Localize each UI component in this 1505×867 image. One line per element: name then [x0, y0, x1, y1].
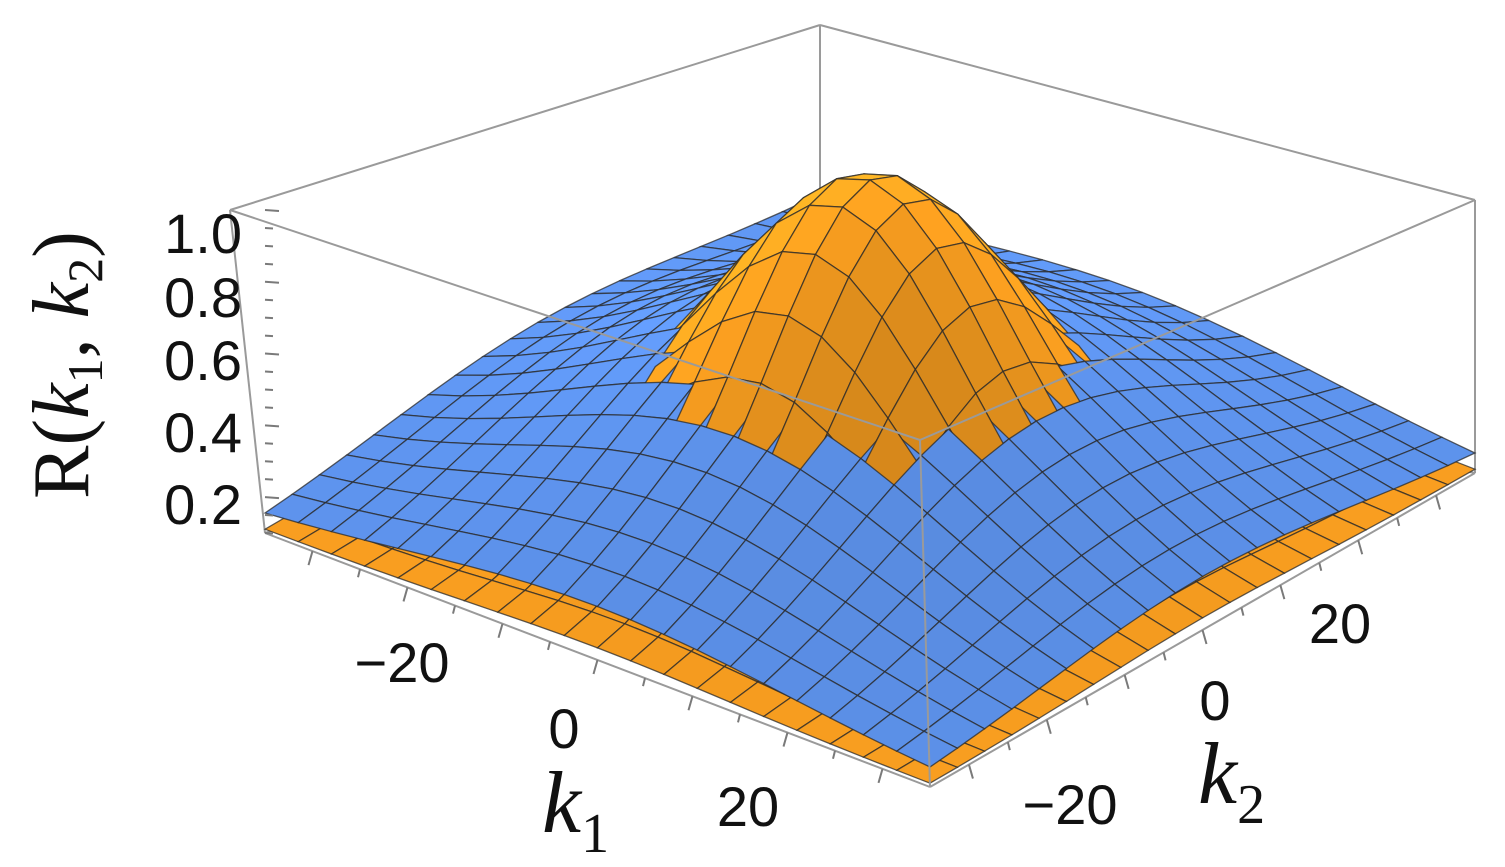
z-tick — [264, 316, 274, 320]
z-tick — [264, 388, 274, 391]
x-tick — [452, 605, 456, 614]
z-tick-label: 0.6 — [164, 329, 242, 392]
x-tick-label: 20 — [717, 775, 779, 838]
z-tick — [264, 424, 280, 428]
z-tick — [264, 334, 274, 338]
z-tick-labels: 0.2 0.4 0.6 0.8 1.0 — [164, 202, 242, 536]
x-tick — [832, 750, 836, 759]
z-tick — [264, 460, 274, 463]
z-tick — [264, 370, 274, 373]
z-tick — [264, 280, 280, 284]
y-tick — [1123, 674, 1130, 690]
z-tick — [264, 406, 274, 409]
x-tick — [497, 623, 504, 638]
x-tick-label: 0 — [548, 697, 579, 760]
z-tick — [264, 532, 274, 535]
y-tick — [1201, 629, 1208, 645]
z-tick — [264, 298, 274, 302]
y-tick-labels: −20 0 20 — [1023, 592, 1372, 836]
x-tick — [687, 696, 694, 711]
y-tick — [967, 764, 974, 779]
z-tick — [264, 442, 274, 445]
z-tick-label: 0.8 — [164, 266, 242, 329]
z-tick — [264, 478, 274, 481]
z-tick — [264, 496, 280, 500]
x-tick — [547, 641, 551, 651]
x-axis-label: k1 — [542, 755, 609, 865]
x-tick — [357, 569, 361, 578]
x-tick — [737, 714, 741, 723]
y-tick — [1045, 719, 1052, 734]
z-axis-label: R(k1, k2) — [18, 231, 113, 499]
x-tick — [592, 659, 599, 675]
z-tick — [264, 209, 280, 212]
y-tick — [1279, 584, 1286, 600]
z-tick-label: 1.0 — [164, 202, 242, 265]
surface-mesh — [263, 173, 1477, 784]
x-tick — [782, 732, 789, 747]
box-edge — [229, 209, 921, 441]
y-tick-label: −20 — [1023, 773, 1118, 836]
y-tick — [1006, 741, 1011, 751]
x-tick — [642, 677, 646, 687]
z-tick — [264, 352, 280, 356]
y-tick — [1240, 607, 1245, 616]
y-tick — [1162, 652, 1167, 661]
box-edge — [919, 199, 1476, 441]
y-axis-label: k2 — [1198, 726, 1265, 836]
x-tick — [402, 587, 409, 602]
box-edge — [229, 209, 266, 534]
axis-ticks — [264, 209, 1442, 784]
box-edge — [229, 24, 821, 211]
y-tick-label: 20 — [1309, 592, 1371, 655]
z-tick — [264, 244, 274, 248]
y-tick — [1084, 697, 1089, 706]
z-tick — [264, 262, 274, 266]
back-surface-face — [895, 730, 959, 768]
y-tick-label: 0 — [1199, 669, 1230, 732]
z-tick-label: 0.2 — [164, 473, 242, 536]
y-tick — [1318, 562, 1323, 571]
box-edge — [819, 24, 1476, 201]
box-edge — [919, 439, 931, 788]
x-tick-labels: −20 0 20 — [355, 631, 780, 838]
z-tick-label: 0.4 — [164, 401, 242, 464]
x-tick — [307, 550, 314, 566]
x-tick — [877, 768, 884, 784]
x-tick-label: −20 — [355, 631, 450, 694]
y-tick — [1357, 540, 1364, 555]
z-tick — [264, 226, 274, 230]
z-tick — [264, 514, 274, 517]
y-tick — [1435, 495, 1442, 510]
y-tick — [1396, 517, 1401, 527]
